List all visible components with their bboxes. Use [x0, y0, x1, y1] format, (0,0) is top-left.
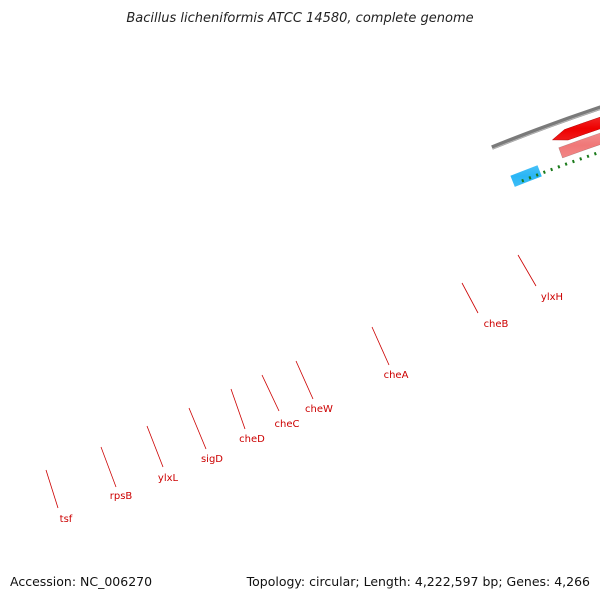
gene-label-rpsB: rpsB	[110, 491, 133, 502]
tsf-feature	[558, 132, 600, 159]
gene-label-ylxH: ylxH	[541, 292, 563, 303]
gene-label-ylxL: ylxL	[158, 473, 179, 484]
gene-label-cheB: cheB	[484, 319, 509, 330]
gene-label-sigD: sigD	[201, 454, 223, 465]
gene-label-tsf: tsf	[60, 514, 73, 525]
inner-tick	[586, 154, 590, 159]
genome-summary-text: Topology: circular; Length: 4,222,597 bp…	[246, 574, 590, 589]
cds-arrow	[551, 116, 600, 141]
map-title: Bacillus licheniformis ATCC 14580, compl…	[126, 11, 473, 26]
leader-line	[371, 326, 390, 366]
accession-text: Accession: NC_006270	[10, 574, 152, 589]
inner-tick	[550, 167, 554, 172]
leader-line	[517, 254, 537, 287]
feature-track	[510, 116, 600, 187]
genome-backbone	[491, 105, 600, 150]
inner-tick	[564, 162, 568, 166]
inner-tick	[593, 151, 597, 156]
gene-label-cheA: cheA	[384, 370, 409, 381]
leader-line	[45, 469, 59, 509]
leader-line	[461, 282, 479, 314]
leader-line	[230, 388, 246, 430]
leader-line	[261, 374, 280, 412]
leader-line	[188, 407, 207, 450]
leader-line	[100, 446, 117, 488]
inner-tick	[557, 165, 561, 169]
inner-tick	[521, 178, 525, 183]
gene-label-cheD: cheD	[239, 434, 265, 445]
inner-tick	[535, 173, 539, 177]
backbone-highlight	[492, 108, 600, 150]
backbone-arc	[491, 105, 600, 150]
gene-label-cheC: cheC	[275, 419, 300, 430]
gene-label-cheW: cheW	[305, 404, 333, 415]
inner-tick	[571, 159, 575, 164]
inner-tick	[579, 157, 583, 161]
leader-line	[146, 425, 164, 468]
leader-line	[295, 360, 314, 400]
inner-tick	[528, 176, 532, 180]
inner-tick	[542, 170, 546, 174]
cyan-feature	[510, 165, 542, 187]
gene-labels: tsf rpsB ylxL sigD cheD cheC cheW cheA cheB ylxH	[45, 254, 563, 525]
